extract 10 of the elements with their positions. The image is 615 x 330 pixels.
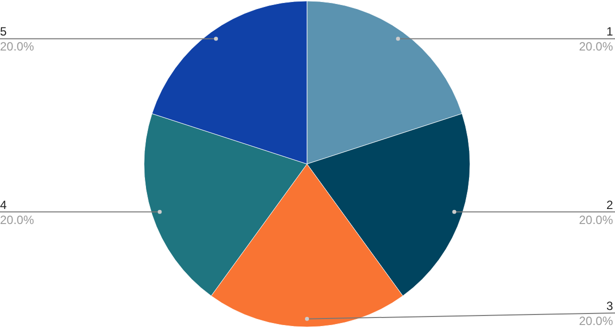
slice-label: 1 bbox=[606, 24, 614, 39]
slice-label: 5 bbox=[0, 24, 7, 39]
slice-label: 4 bbox=[0, 198, 7, 212]
data-label: 20.0% bbox=[0, 40, 34, 54]
data-label: 20.0% bbox=[578, 314, 614, 328]
data-label: 20.0% bbox=[578, 212, 614, 227]
slice-label: 2 bbox=[606, 198, 614, 212]
slice-label: 3 bbox=[606, 299, 614, 313]
data-label: 20.0% bbox=[0, 212, 34, 227]
data-label: 20.0% bbox=[578, 40, 614, 54]
